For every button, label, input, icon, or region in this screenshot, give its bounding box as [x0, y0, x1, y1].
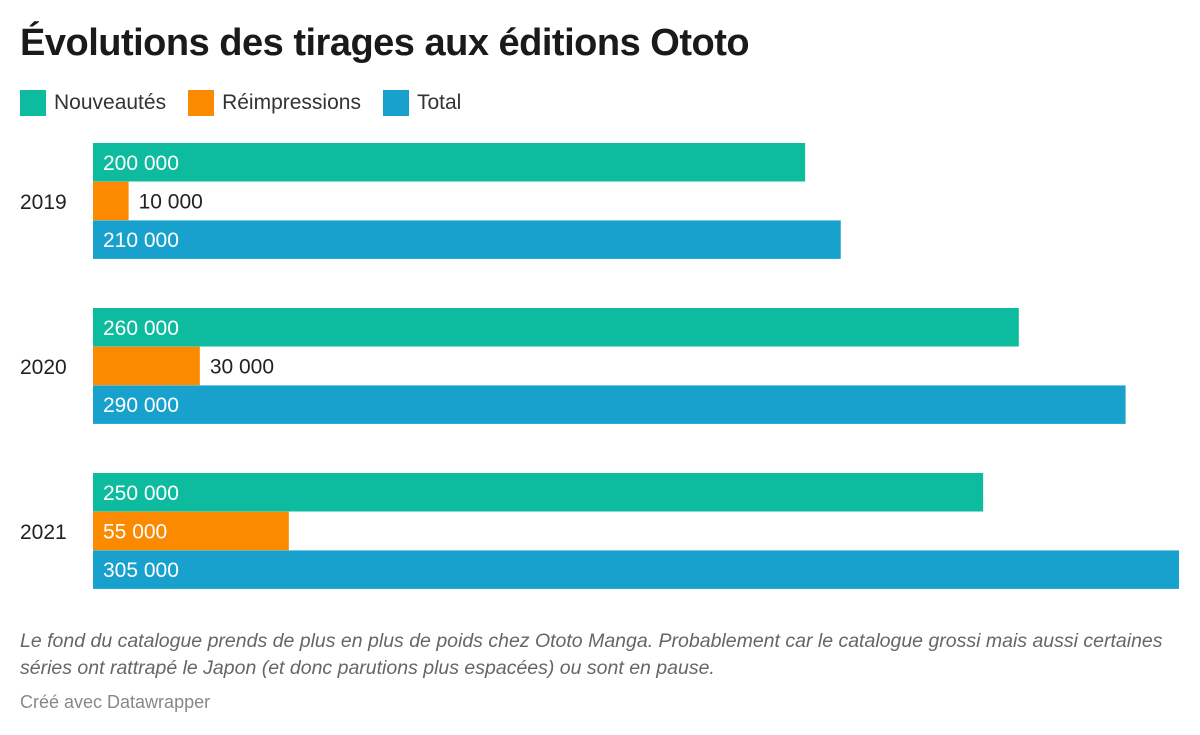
- data-label-nouveautes-2021: 250 000: [103, 482, 179, 505]
- bar-nouveautes-2019: [93, 143, 806, 182]
- data-label-reimpressions-2021: 55 000: [103, 520, 167, 543]
- bar-nouveautes-2020: [93, 308, 1019, 347]
- bar-chart: 2019 200 000 10 000 210 000 2020 260 000 30 00…: [20, 143, 1179, 589]
- chart-note: Le fond du catalogue prends de plus en p…: [20, 630, 1163, 679]
- bar-total-2021: [93, 550, 1179, 589]
- bar-reimpressions-2020: [93, 346, 200, 386]
- legend-item-nouveautes: Nouveautés: [20, 90, 166, 116]
- legend: Nouveautés Réimpressions Total: [20, 90, 483, 116]
- bar-reimpressions-2019: [93, 181, 129, 221]
- category-label-2019: 2019: [20, 191, 67, 214]
- data-label-reimpressions-2019: 10 000: [139, 190, 203, 213]
- bar-total-2020: [93, 385, 1126, 424]
- legend-swatch-nouveautes: [20, 90, 46, 116]
- data-label-nouveautes-2019: 200 000: [103, 152, 179, 175]
- legend-label-reimpressions: Réimpressions: [222, 91, 361, 114]
- data-label-reimpressions-2020: 30 000: [210, 355, 274, 378]
- chart-title: Évolutions des tirages aux éditions Otot…: [20, 22, 750, 64]
- category-label-2020: 2020: [20, 356, 67, 379]
- legend-item-total: Total: [382, 90, 462, 116]
- bar-total-2019: [93, 220, 841, 259]
- legend-swatch-reimpressions: [188, 90, 215, 116]
- data-label-total-2020: 290 000: [103, 394, 179, 417]
- data-label-total-2021: 305 000: [103, 559, 179, 582]
- data-label-total-2019: 210 000: [103, 229, 179, 252]
- bar-reimpressions-2021: [93, 511, 289, 551]
- legend-label-total: Total: [416, 91, 462, 114]
- category-label-2021: 2021: [20, 521, 67, 544]
- bar-nouveautes-2021: [93, 473, 984, 512]
- data-label-nouveautes-2020: 260 000: [103, 317, 179, 340]
- chart-credit: Créé avec Datawrapper: [20, 692, 211, 712]
- legend-item-reimpressions: Réimpressions: [188, 90, 361, 116]
- legend-label-nouveautes: Nouveautés: [54, 91, 167, 114]
- legend-swatch-total: [382, 90, 409, 116]
